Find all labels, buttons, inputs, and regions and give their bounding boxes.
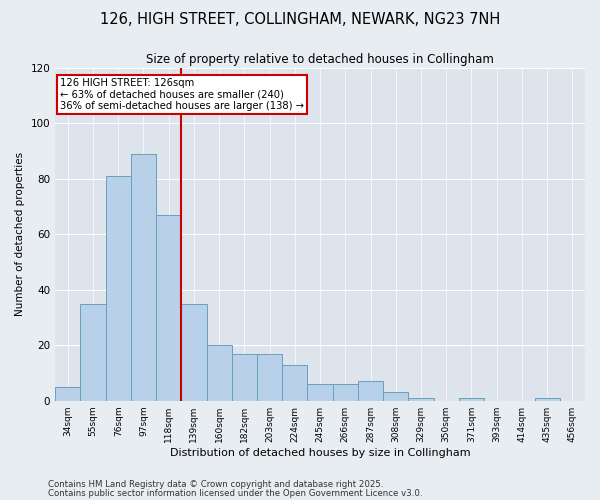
- Y-axis label: Number of detached properties: Number of detached properties: [15, 152, 25, 316]
- Bar: [156, 215, 181, 400]
- Title: Size of property relative to detached houses in Collingham: Size of property relative to detached ho…: [146, 52, 494, 66]
- Bar: [459, 398, 484, 400]
- Bar: [409, 398, 434, 400]
- Bar: [383, 392, 409, 400]
- Bar: [282, 364, 307, 400]
- Bar: [358, 382, 383, 400]
- Bar: [106, 176, 131, 400]
- Bar: [181, 304, 206, 400]
- Bar: [206, 346, 232, 401]
- Bar: [257, 354, 282, 401]
- Bar: [307, 384, 332, 400]
- Bar: [80, 304, 106, 400]
- Bar: [55, 387, 80, 400]
- Bar: [131, 154, 156, 400]
- Bar: [232, 354, 257, 401]
- Bar: [535, 398, 560, 400]
- X-axis label: Distribution of detached houses by size in Collingham: Distribution of detached houses by size …: [170, 448, 470, 458]
- Bar: [332, 384, 358, 400]
- Text: Contains HM Land Registry data © Crown copyright and database right 2025.: Contains HM Land Registry data © Crown c…: [48, 480, 383, 489]
- Text: 126, HIGH STREET, COLLINGHAM, NEWARK, NG23 7NH: 126, HIGH STREET, COLLINGHAM, NEWARK, NG…: [100, 12, 500, 28]
- Text: Contains public sector information licensed under the Open Government Licence v3: Contains public sector information licen…: [48, 488, 422, 498]
- Text: 126 HIGH STREET: 126sqm
← 63% of detached houses are smaller (240)
36% of semi-d: 126 HIGH STREET: 126sqm ← 63% of detache…: [61, 78, 304, 111]
